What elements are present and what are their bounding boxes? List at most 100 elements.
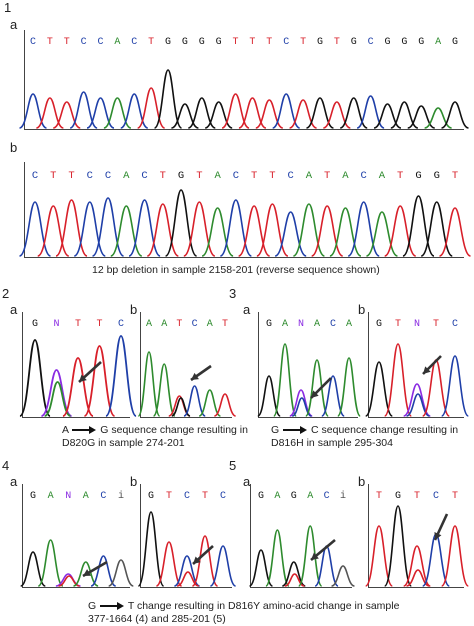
peak-C	[314, 545, 339, 587]
panel-label-1b: b	[10, 140, 18, 155]
base-call-G: G	[395, 491, 401, 502]
base-call-C: C	[287, 170, 293, 182]
peak-C	[321, 375, 345, 417]
base-call-A: A	[282, 319, 288, 330]
base-call-T: T	[160, 170, 166, 182]
base-call-C: C	[81, 37, 87, 48]
peak-C	[272, 93, 301, 129]
peak-C	[73, 201, 106, 257]
base-call-G: G	[401, 37, 407, 48]
base-call-A: A	[346, 319, 352, 330]
base-call-G: G	[317, 37, 323, 48]
base-call-T: T	[433, 319, 439, 330]
base-call-T: T	[266, 37, 272, 48]
base-call-A: A	[435, 37, 441, 48]
figure-label-1: 1	[4, 0, 12, 15]
peak-G	[164, 189, 198, 257]
peak-G	[339, 97, 368, 129]
caption-3-from-base: G	[271, 424, 280, 436]
caption-1: 12 bp deletion in sample 2158-201 (rever…	[92, 264, 380, 276]
peak-C	[19, 93, 47, 129]
peak-C	[209, 545, 237, 587]
base-call-A: A	[274, 491, 280, 502]
base-call-N: N	[298, 319, 304, 330]
base-call-C: C	[324, 491, 330, 502]
peak-C	[86, 97, 115, 129]
panel-label-4b: b	[130, 474, 138, 489]
base-call-T: T	[75, 319, 81, 330]
base-call-G: G	[182, 37, 188, 48]
peak-C	[219, 199, 252, 257]
peak-G	[402, 195, 435, 257]
arrow-right-icon	[283, 426, 308, 435]
peak-A	[329, 207, 362, 257]
base-call-T: T	[196, 170, 202, 182]
peak-T	[256, 203, 289, 257]
caption-3-text: C sequence change resulting in	[311, 424, 459, 436]
base-call-C: C	[452, 319, 458, 330]
base-call-G: G	[32, 319, 38, 330]
peak-C	[19, 201, 51, 257]
base-call-G: G	[178, 170, 184, 182]
base-call-T: T	[176, 319, 182, 330]
panel-label-2a: a	[10, 302, 18, 317]
base-call-G: G	[165, 37, 171, 48]
base-call-T: T	[222, 319, 228, 330]
peak-T	[364, 525, 394, 587]
base-call-i: i	[118, 490, 124, 502]
peak-G	[407, 105, 436, 129]
peak-A	[37, 539, 64, 587]
base-call-T: T	[300, 37, 306, 48]
peak-T	[155, 541, 183, 587]
base-call-C: C	[283, 37, 289, 48]
peak-C	[274, 211, 307, 257]
base-call-G: G	[351, 37, 357, 48]
peak-N	[403, 383, 431, 417]
base-call-G: G	[30, 491, 36, 502]
base-call-A: A	[123, 170, 130, 182]
base-call-A: A	[307, 491, 313, 502]
peak-T	[383, 343, 413, 417]
peak-C	[356, 95, 385, 129]
base-call-i: i	[340, 490, 346, 502]
peak-A	[337, 357, 361, 417]
peak-T	[62, 357, 94, 417]
peak-C	[69, 91, 98, 129]
peak-G	[187, 97, 216, 129]
caption-2-from-base: A	[62, 424, 69, 436]
base-call-A: A	[214, 170, 221, 182]
panel-label-4a: a	[10, 474, 18, 489]
peak-T	[191, 535, 219, 587]
peak-A	[137, 351, 161, 417]
peak-G	[383, 505, 413, 587]
base-call-A: A	[342, 170, 349, 182]
peak-T	[238, 97, 267, 129]
base-call-C: C	[192, 319, 198, 330]
peak-A	[265, 529, 290, 587]
base-call-A: A	[314, 319, 320, 330]
peak-T	[439, 207, 471, 257]
base-call-T: T	[376, 491, 382, 502]
peak-A	[73, 561, 99, 587]
pointer-arrow-icon	[82, 560, 108, 578]
base-call-G: G	[266, 319, 272, 330]
peak-C	[347, 201, 380, 257]
secondary-peak-C	[406, 393, 430, 417]
base-call-N: N	[414, 319, 420, 330]
peak-C	[174, 555, 200, 587]
pointer-arrow-icon	[78, 361, 102, 383]
peak-C	[91, 197, 125, 257]
base-call-C: C	[98, 37, 104, 48]
base-call-T: T	[148, 37, 154, 48]
pointer-arrow-icon	[190, 364, 212, 382]
base-call-G: G	[199, 37, 205, 48]
